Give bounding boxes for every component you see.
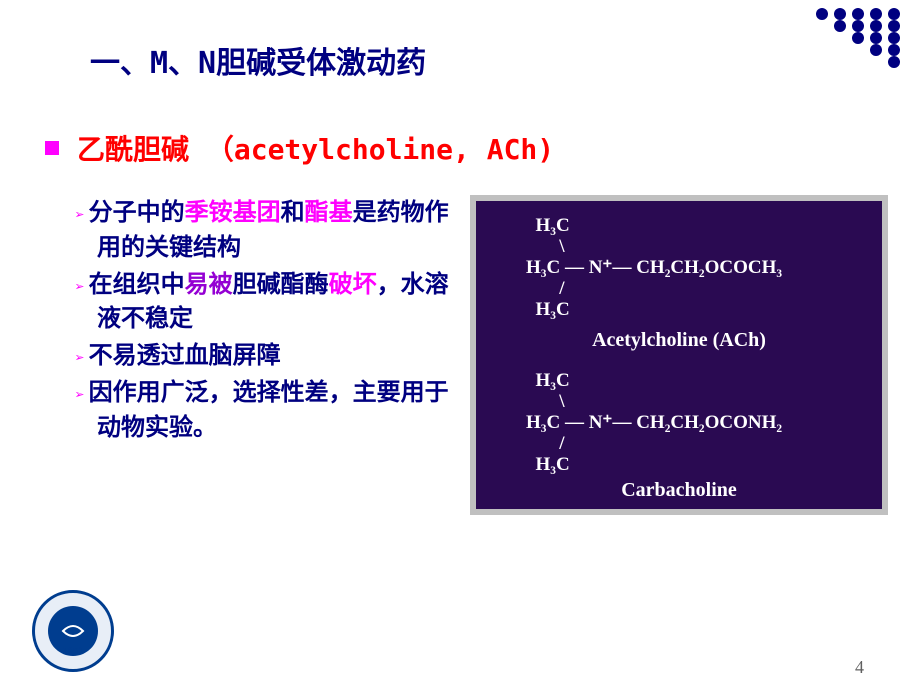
deco-dot-icon xyxy=(888,44,900,56)
subtitle-row: 乙酰胆碱 （acetylcholine, ACh) xyxy=(45,128,554,168)
deco-dot-icon xyxy=(852,8,864,20)
deco-dot-icon xyxy=(870,44,882,56)
dot-row xyxy=(816,8,900,20)
corner-dots-decoration xyxy=(816,8,900,68)
molecule-2-label: Carbacholine xyxy=(476,479,882,502)
university-logo: 1951 xyxy=(32,590,114,672)
bullet-point: ➢在组织中易被胆碱酯酶破坏，水溶液不稳定 xyxy=(75,267,455,337)
molecule-1-label: Acetylcholine (ACh) xyxy=(476,329,882,352)
dot-row xyxy=(816,56,900,68)
triangle-bullet-icon: ➢ xyxy=(75,385,85,404)
chem-line: H₃C xyxy=(526,455,782,476)
triangle-bullet-icon: ➢ xyxy=(75,205,85,224)
deco-dot-icon xyxy=(870,8,882,20)
dot-row xyxy=(816,20,900,32)
deco-dot-icon xyxy=(852,20,864,32)
chem-line: H₃C xyxy=(526,371,782,392)
deco-dot-icon xyxy=(888,32,900,44)
deco-dot-icon xyxy=(888,8,900,20)
square-bullet-icon xyxy=(45,141,59,155)
bullet-point: ➢分子中的季铵基团和酯基是药物作用的关键结构 xyxy=(75,195,455,265)
highlight-text: 易被 xyxy=(185,270,233,298)
deco-dot-icon xyxy=(816,8,828,20)
chem-line: \ xyxy=(526,392,782,413)
dot-row xyxy=(816,32,900,44)
chem-line: H₃C xyxy=(526,216,782,237)
deco-dot-icon xyxy=(888,20,900,32)
subtitle-text: 乙酰胆碱 （acetylcholine, ACh) xyxy=(77,128,554,168)
molecule-2-structure: H₃C \H₃C — N⁺— CH₂CH₂OCONH₂ / H₃C xyxy=(526,371,782,475)
chem-line: / xyxy=(526,434,782,455)
bullet-point: ➢因作用广泛，选择性差，主要用于动物实验。 xyxy=(75,375,455,445)
chem-line: \ xyxy=(526,237,782,258)
chem-line: H₃C — N⁺— CH₂CH₂OCOCH₃ xyxy=(526,258,782,279)
highlight-text: 破坏 xyxy=(329,270,377,298)
dot-row xyxy=(816,44,900,56)
triangle-bullet-icon: ➢ xyxy=(75,348,85,367)
deco-dot-icon xyxy=(870,32,882,44)
page-number: 4 xyxy=(855,657,864,678)
deco-dot-icon xyxy=(834,8,846,20)
bullet-list: ➢分子中的季铵基团和酯基是药物作用的关键结构➢在组织中易被胆碱酯酶破坏，水溶液不… xyxy=(75,195,455,447)
bullet-point: ➢不易透过血脑屏障 xyxy=(75,338,455,373)
deco-dot-icon xyxy=(852,32,864,44)
highlight-text: 季铵基团 xyxy=(185,198,281,226)
deco-dot-icon xyxy=(888,56,900,68)
chemistry-structure-box: H₃C \H₃C — N⁺— CH₂CH₂OCOCH₃ / H₃C Acetyl… xyxy=(470,195,888,515)
chem-line: H₃C — N⁺— CH₂CH₂OCONH₂ xyxy=(526,413,782,434)
chem-line: / xyxy=(526,279,782,300)
deco-dot-icon xyxy=(870,20,882,32)
logo-year: 1951 xyxy=(62,647,84,657)
triangle-bullet-icon: ➢ xyxy=(75,277,85,296)
slide-title: 一、M、N胆碱受体激动药 xyxy=(90,38,426,82)
deco-dot-icon xyxy=(834,20,846,32)
molecule-1-structure: H₃C \H₃C — N⁺— CH₂CH₂OCOCH₃ / H₃C xyxy=(526,216,782,320)
chem-line: H₃C xyxy=(526,300,782,321)
highlight-text: 酯基 xyxy=(305,198,353,226)
